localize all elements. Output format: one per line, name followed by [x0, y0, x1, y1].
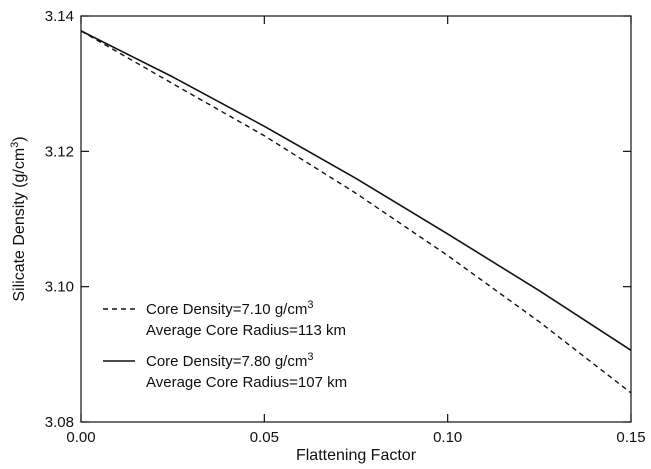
legend-series-1-line2: Average Core Radius=113 km — [146, 322, 346, 339]
y-axis-title-sup: 3 — [9, 142, 21, 148]
x-tick-label: 0.05 — [250, 429, 279, 446]
y-axis-title: Silicate Density (g/cm3) — [9, 136, 28, 301]
legend-series-1-line1: Core Density=7.10 g/cm3 — [146, 299, 313, 318]
series-line-1-dashed — [80, 30, 632, 394]
x-tick-label: 0.10 — [433, 429, 462, 446]
x-tick-label: 0.00 — [66, 429, 95, 446]
legend-series-1-line1-sup: 3 — [307, 299, 313, 311]
legend-series-1-line1-main: Core Density=7.10 g/cm — [146, 301, 307, 318]
x-axis-title: Flattening Factor — [296, 447, 417, 464]
plot-frame — [80, 15, 632, 423]
axis-ticks — [80, 15, 632, 423]
y-tick-label: 3.08 — [45, 414, 74, 431]
legend-series-2-line2: Average Core Radius=107 km — [146, 374, 347, 391]
y-tick-label: 3.14 — [45, 8, 74, 25]
y-axis-title-tail: ) — [11, 136, 28, 141]
legend-series-2-line1: Core Density=7.80 g/cm3 — [146, 351, 313, 370]
series-line-2-solid — [80, 30, 632, 351]
y-tick-label: 3.12 — [45, 143, 74, 160]
y-axis-title-main: Silicate Density (g/cm — [11, 148, 28, 302]
series-layer — [80, 30, 632, 394]
legend-series-2-line1-main: Core Density=7.80 g/cm — [146, 353, 307, 370]
legend: Core Density=7.10 g/cm3 Average Core Rad… — [103, 299, 347, 391]
legend-series-2-line1-sup: 3 — [307, 351, 313, 363]
axis-tick-labels: 0.00 0.05 0.10 0.15 3.08 3.10 3.12 3.14 — [45, 8, 646, 446]
x-tick-label: 0.15 — [616, 429, 645, 446]
y-tick-label: 3.10 — [45, 279, 74, 296]
